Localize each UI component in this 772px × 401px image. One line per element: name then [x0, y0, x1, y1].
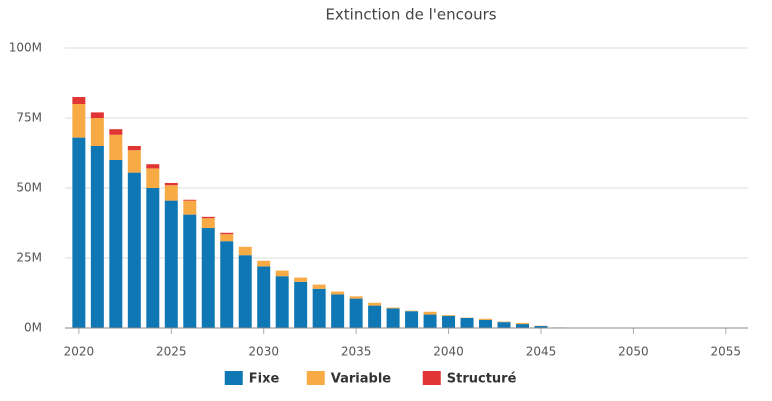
bar-segment: [146, 164, 160, 169]
bar-segment: [349, 298, 363, 328]
x-tick-label: 2035: [341, 345, 372, 359]
bar-segment: [201, 218, 215, 229]
bar-segment: [534, 326, 548, 328]
bar-segment: [423, 311, 437, 315]
bar-segment: [90, 146, 104, 328]
bar-segment: [442, 315, 456, 316]
x-tick-label: 2030: [248, 345, 279, 359]
bar-segment: [460, 317, 474, 328]
bar-segment: [72, 137, 86, 328]
y-tick-label: 50M: [16, 181, 42, 195]
bar-segment: [275, 276, 289, 328]
bar-segment: [368, 305, 382, 328]
bar-segment: [405, 310, 419, 312]
y-tick-label: 75M: [16, 111, 42, 125]
bar-segment: [497, 321, 511, 323]
chart-title: Extinction de l'encours: [325, 6, 496, 24]
x-tick-label: 2040: [433, 345, 464, 359]
bar-segment: [146, 168, 160, 188]
bar-segment: [164, 185, 178, 201]
legend-swatch[interactable]: [224, 371, 243, 385]
bar-segment: [257, 260, 271, 267]
bar-segment: [183, 199, 197, 201]
y-tick-label: 100M: [9, 41, 42, 55]
bar-segment: [183, 200, 197, 215]
bar-segment: [386, 308, 400, 328]
bar-segment: [312, 288, 326, 328]
legend-swatch[interactable]: [422, 371, 441, 385]
x-tick-label: 2055: [711, 345, 742, 359]
bar-segment: [109, 129, 123, 135]
bar-segment: [515, 324, 529, 328]
bar-segment: [164, 182, 178, 186]
bar-segment: [479, 318, 493, 320]
bar-segment: [220, 234, 234, 242]
legend-label[interactable]: Variable: [331, 372, 392, 387]
bar-segment: [220, 241, 234, 328]
bar-segment: [127, 150, 141, 173]
bar-segment: [331, 294, 345, 328]
bar-segment: [72, 104, 86, 138]
bar-segment: [275, 270, 289, 277]
bar-segment: [238, 255, 252, 328]
legend-label[interactable]: Fixe: [249, 372, 280, 387]
legend-label[interactable]: Structuré: [447, 372, 517, 387]
bar-segment: [238, 246, 252, 256]
bar-segment: [72, 97, 86, 104]
bar-segment: [201, 216, 215, 219]
bar-segment: [442, 315, 456, 328]
bar-segment: [127, 146, 141, 151]
bar-segment: [109, 160, 123, 328]
bar-segment: [109, 134, 123, 160]
bar-segment: [90, 112, 104, 118]
bar-segment: [515, 322, 529, 325]
y-tick-label: 25M: [16, 251, 42, 265]
bar-segment: [127, 172, 141, 328]
y-tick-label: 0M: [24, 321, 42, 335]
x-tick-label: 2025: [156, 345, 187, 359]
bar-segment: [90, 118, 104, 146]
bar-segment: [405, 311, 419, 328]
bar-segment: [349, 296, 363, 299]
x-tick-label: 2050: [618, 345, 649, 359]
bar-segment: [312, 284, 326, 289]
bar-segment: [146, 188, 160, 328]
bar-segment: [294, 277, 308, 282]
x-tick-label: 2020: [64, 345, 95, 359]
bar-segment: [164, 200, 178, 328]
bar-segment: [479, 319, 493, 328]
bar-segment: [220, 232, 234, 235]
bar-segment: [183, 214, 197, 328]
bar-segment: [423, 314, 437, 328]
bar-segment: [497, 322, 511, 328]
legend-swatch[interactable]: [306, 371, 325, 385]
bar-segment: [386, 307, 400, 309]
bar-segment: [368, 302, 382, 306]
bar-segment: [294, 281, 308, 328]
bar-segment: [331, 291, 345, 295]
x-tick-label: 2045: [526, 345, 557, 359]
bar-segment: [257, 266, 271, 328]
bar-segment: [201, 228, 215, 328]
